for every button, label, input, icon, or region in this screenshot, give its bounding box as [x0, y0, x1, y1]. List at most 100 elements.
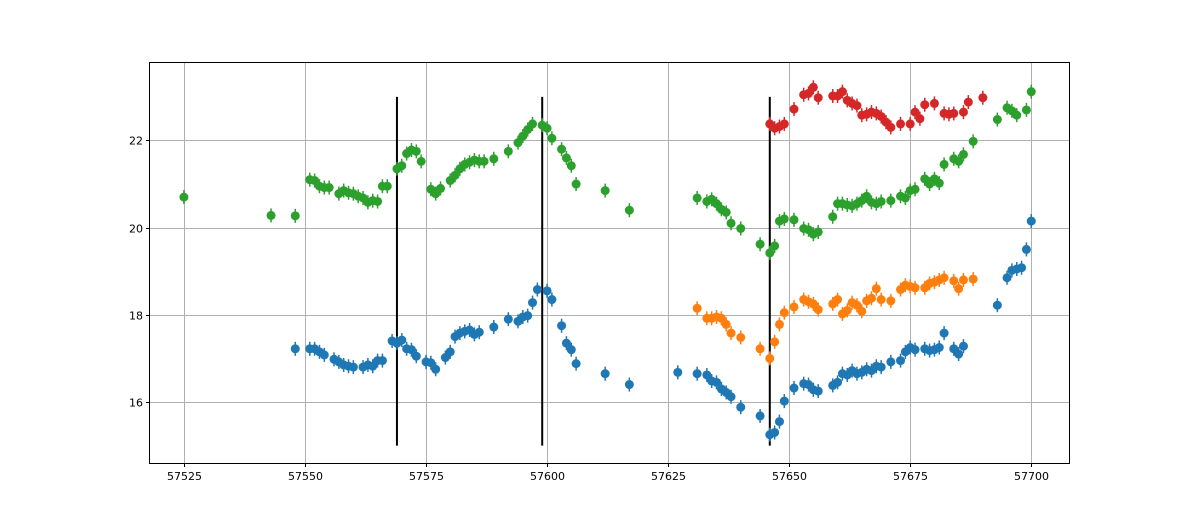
data-point — [411, 146, 421, 156]
data-point — [896, 119, 906, 129]
data-point — [934, 342, 944, 352]
data-point — [958, 275, 968, 285]
data-point — [934, 178, 944, 188]
data-point — [857, 306, 867, 316]
data-point — [813, 305, 823, 315]
data-point — [958, 149, 968, 159]
data-point — [900, 193, 910, 203]
data-point — [876, 196, 886, 206]
data-point — [382, 181, 392, 191]
data-point — [179, 192, 189, 202]
data-point — [702, 370, 712, 380]
data-point — [406, 345, 416, 355]
data-point — [692, 193, 702, 203]
data-point — [426, 358, 436, 368]
data-point — [886, 122, 896, 132]
data-point — [804, 88, 814, 98]
data-point — [896, 356, 906, 366]
data-point — [833, 377, 843, 387]
data-point — [348, 362, 358, 372]
data-point — [571, 179, 581, 189]
data-point — [755, 411, 765, 421]
data-point — [779, 214, 789, 224]
data-point — [866, 293, 876, 303]
data-point — [954, 349, 964, 359]
data-point — [716, 313, 726, 323]
data-point — [963, 97, 973, 107]
data-point — [411, 351, 421, 361]
data-point — [624, 380, 634, 390]
data-point — [910, 107, 920, 117]
data-point — [765, 353, 775, 363]
data-point — [726, 392, 736, 402]
data-point — [876, 295, 886, 305]
x-tick-label: 57575 — [409, 470, 444, 483]
data-point — [808, 82, 818, 92]
data-point — [547, 133, 557, 143]
data-point — [939, 328, 949, 338]
data-point — [566, 345, 576, 355]
data-point — [324, 183, 334, 193]
data-point — [523, 311, 533, 321]
data-point — [789, 215, 799, 225]
data-point — [929, 98, 939, 108]
data-point — [915, 114, 925, 124]
data-point — [978, 93, 988, 103]
data-point — [968, 274, 978, 284]
data-point — [755, 239, 765, 249]
data-point — [871, 284, 881, 294]
data-point — [774, 319, 784, 329]
data-point — [479, 156, 489, 166]
data-point — [968, 136, 978, 146]
data-point — [445, 347, 455, 357]
data-point — [726, 218, 736, 228]
data-point — [489, 154, 499, 164]
data-point — [905, 119, 915, 129]
x-tick-label: 57700 — [1014, 470, 1049, 483]
data-point — [528, 298, 538, 308]
data-point — [532, 285, 542, 295]
data-point — [397, 335, 407, 345]
data-point — [721, 207, 731, 217]
data-point — [503, 146, 513, 156]
x-tick-label: 57525 — [167, 470, 202, 483]
data-point — [789, 302, 799, 312]
data-point — [813, 93, 823, 103]
data-point — [600, 186, 610, 196]
x-tick-label: 57625 — [651, 470, 686, 483]
data-point — [939, 273, 949, 283]
data-point — [910, 184, 920, 194]
data-point — [542, 123, 552, 133]
data-point — [949, 108, 959, 118]
data-point — [319, 350, 329, 360]
data-point — [489, 322, 499, 332]
vertical-markers — [395, 96, 771, 446]
data-point — [624, 205, 634, 215]
data-point — [789, 104, 799, 114]
data-point — [779, 396, 789, 406]
data-point — [436, 183, 446, 193]
data-point — [528, 119, 538, 129]
data-point — [886, 196, 896, 206]
data-point — [949, 276, 959, 286]
x-tick-label: 57550 — [288, 470, 323, 483]
data-point — [561, 153, 571, 163]
data-point — [1017, 263, 1027, 273]
data-point — [954, 156, 964, 166]
data-point — [726, 328, 736, 338]
data-point — [721, 319, 731, 329]
y-tick-label: 16 — [129, 397, 143, 410]
data-point — [474, 327, 484, 337]
data-point — [377, 356, 387, 366]
y-tick-label: 22 — [129, 135, 143, 148]
data-point — [566, 161, 576, 171]
data-point — [920, 100, 930, 110]
data-point — [431, 364, 441, 374]
data-point — [958, 107, 968, 117]
data-point — [852, 101, 862, 111]
data-point — [290, 344, 300, 354]
data-point — [842, 305, 852, 315]
data-point — [736, 224, 746, 234]
data-point — [450, 170, 460, 180]
